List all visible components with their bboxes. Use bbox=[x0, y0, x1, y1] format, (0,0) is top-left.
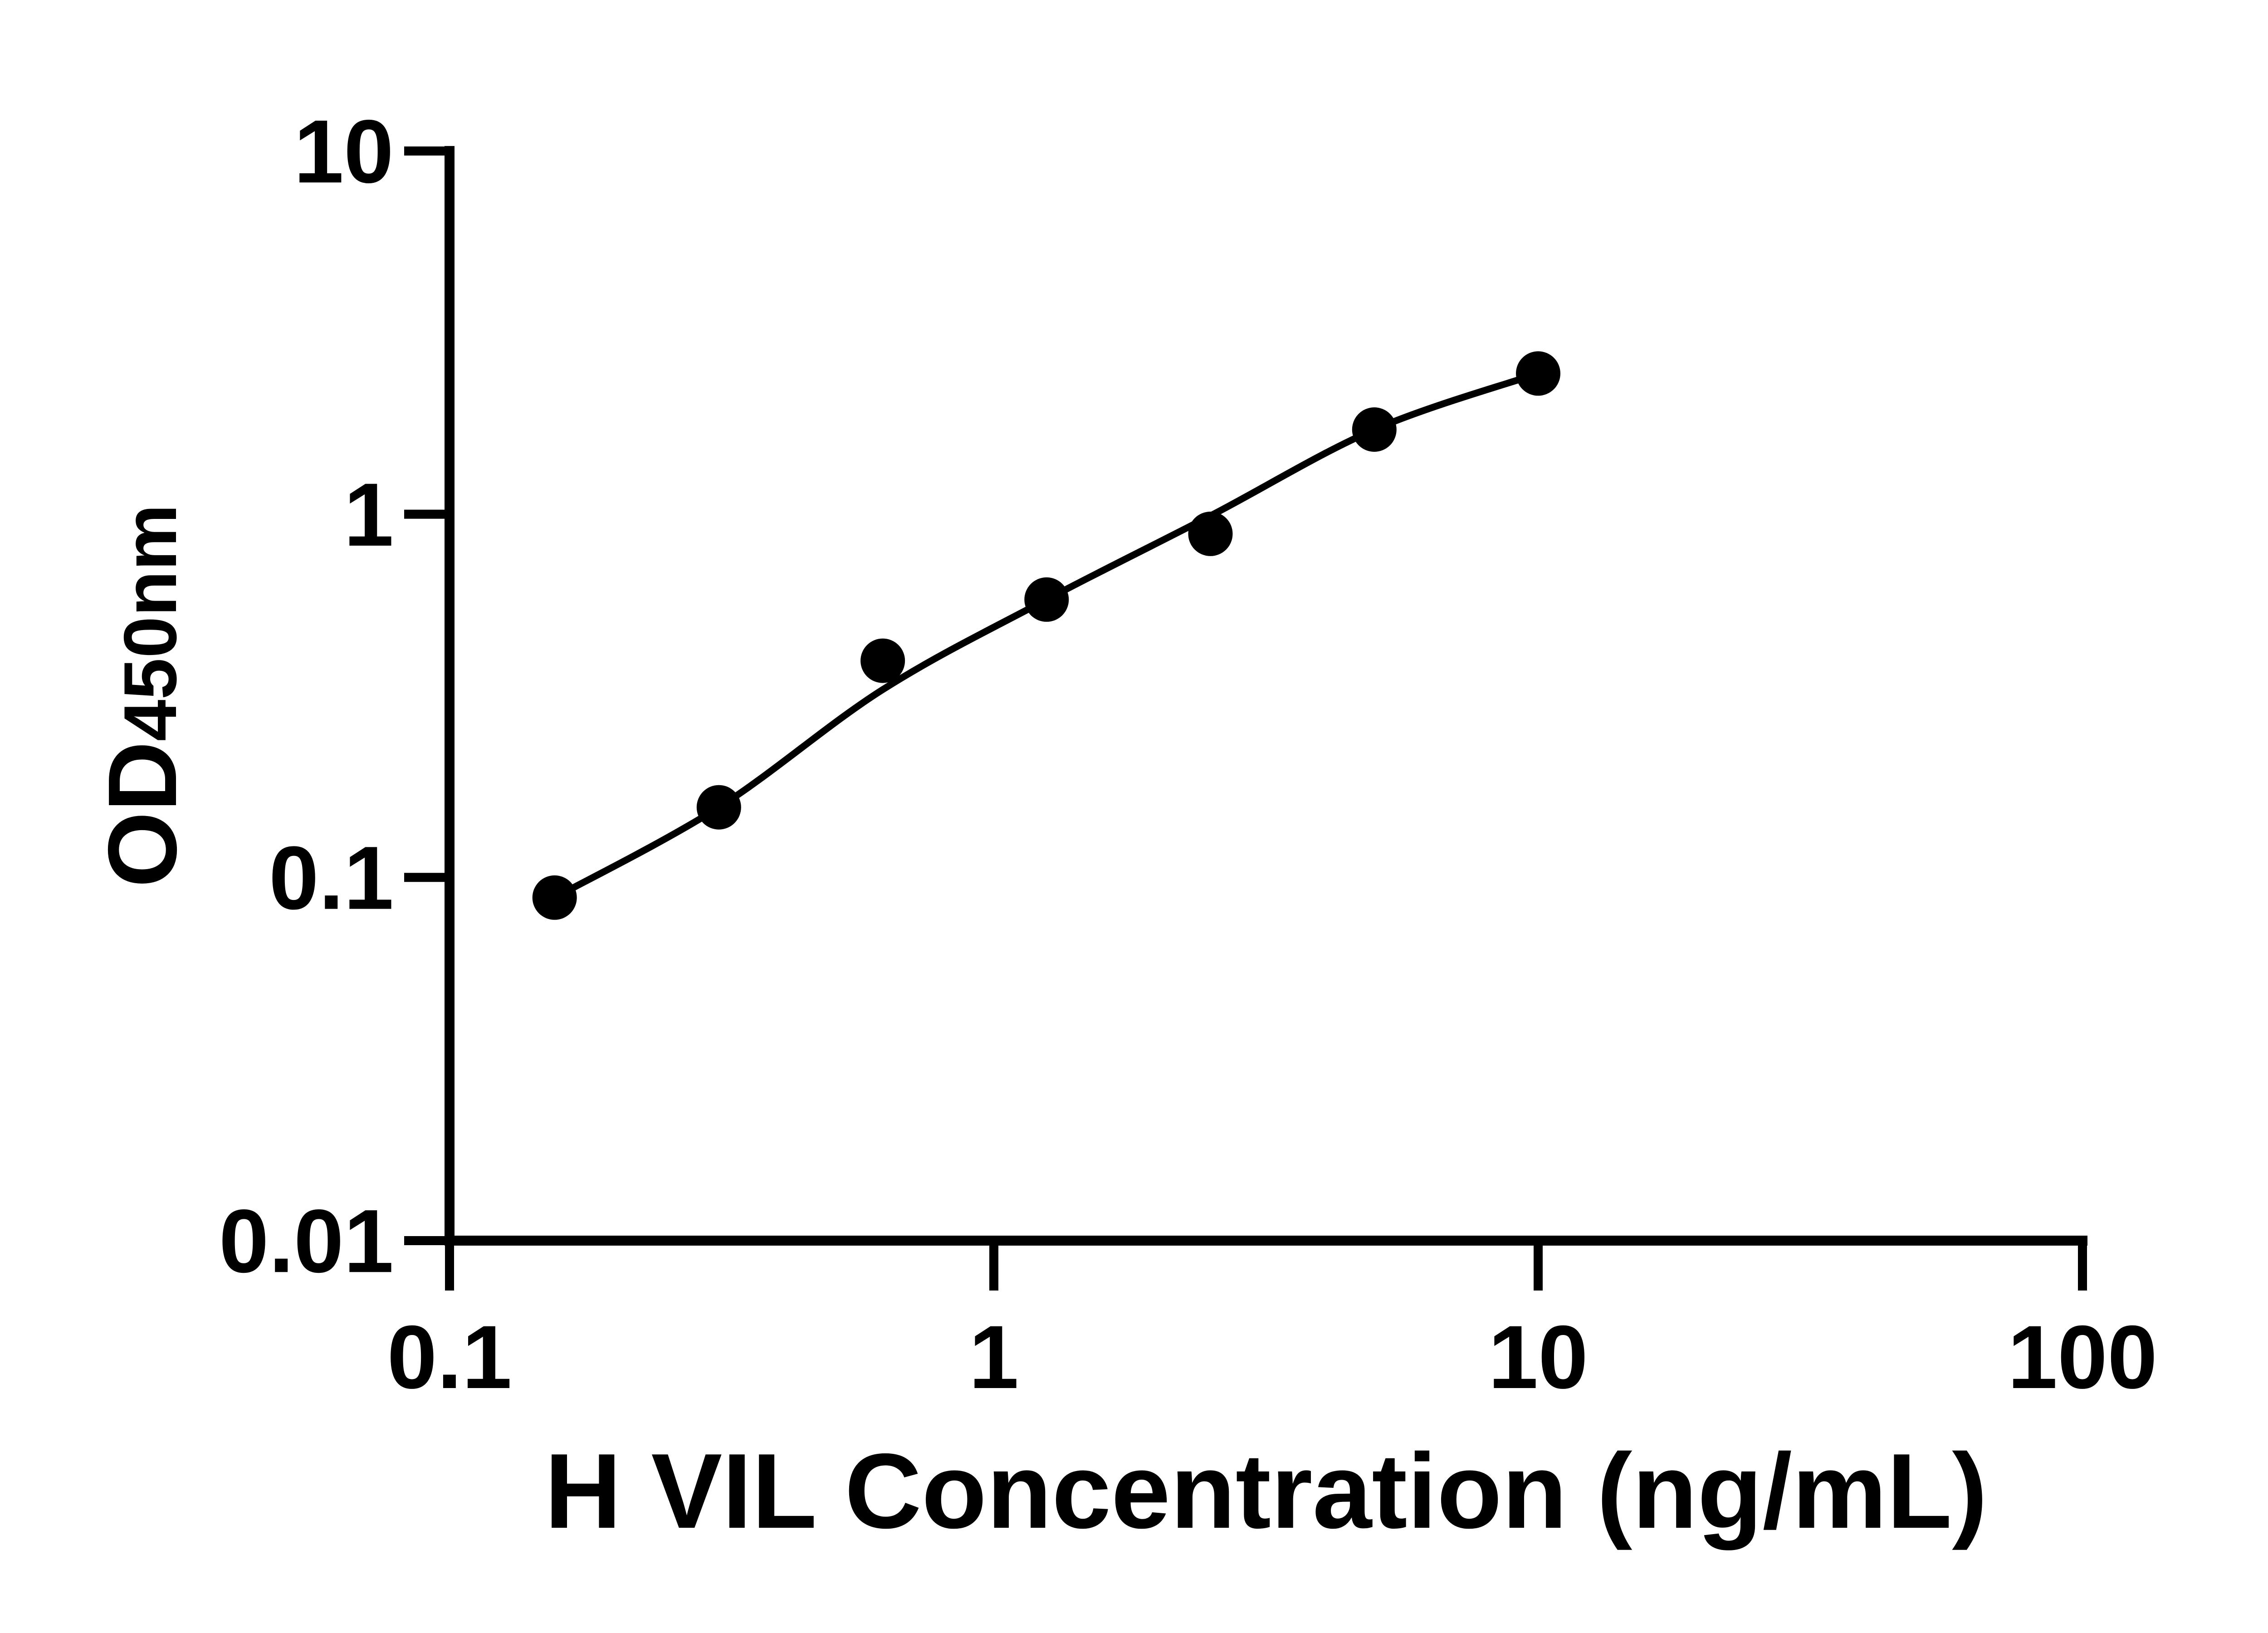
data-point bbox=[1516, 351, 1560, 396]
y-tick-label: 10 bbox=[294, 101, 394, 201]
data-point bbox=[1024, 577, 1069, 622]
plot-layer bbox=[532, 351, 1560, 920]
x-tick-label: 100 bbox=[2008, 1307, 2157, 1407]
ticks-layer bbox=[404, 146, 2087, 1291]
x-axis-title: H VIL Concentration (ng/mL) bbox=[544, 1431, 1987, 1550]
y-axis-title-sub: 450nm bbox=[108, 504, 192, 741]
tick-labels-layer: 10 1 0.1 0.01 0.1 1 10 100 bbox=[219, 101, 2158, 1407]
y-tick-label: 1 bbox=[344, 464, 394, 565]
y-tick-label: 0.01 bbox=[219, 1191, 394, 1291]
data-point bbox=[532, 875, 577, 920]
data-point bbox=[1352, 407, 1397, 452]
x-tick-label: 1 bbox=[969, 1307, 1019, 1407]
data-point bbox=[1188, 511, 1233, 556]
y-axis-title: OD450nm bbox=[88, 504, 197, 887]
data-point bbox=[696, 785, 741, 830]
x-tick-label: 0.1 bbox=[387, 1307, 512, 1407]
y-axis-title-main: OD bbox=[88, 741, 197, 888]
x-tick-label: 10 bbox=[1488, 1307, 1588, 1407]
data-point bbox=[860, 638, 905, 683]
axes-layer bbox=[445, 146, 2087, 1246]
y-tick-label: 0.1 bbox=[269, 828, 394, 928]
